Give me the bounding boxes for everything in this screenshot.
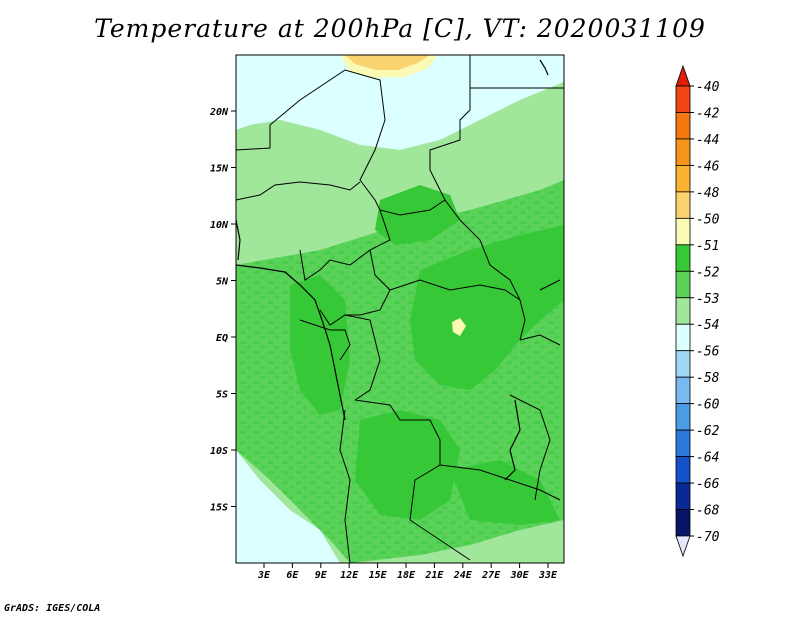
- colorbar-label: -70: [696, 530, 720, 545]
- shade-dark-green-west: [290, 275, 350, 415]
- colorbar-swatch: [675, 376, 691, 405]
- shade-minus-50-north: [345, 55, 430, 70]
- colorbar-swatch: [675, 456, 691, 484]
- shade-minus-51-north: [340, 55, 438, 78]
- colorbar-swatch: [675, 165, 691, 193]
- lon-label: 3E: [257, 570, 271, 581]
- colorbar-swatch: [675, 270, 691, 299]
- lat-label: 15S: [210, 503, 228, 514]
- lon-label: 9E: [315, 570, 328, 581]
- colorbar-swatch: [675, 323, 691, 352]
- colorbar-label: -44: [696, 133, 719, 148]
- colorbar-label: -40: [696, 80, 720, 95]
- lon-label: 15E: [369, 570, 388, 581]
- lat-label: 10S: [210, 446, 228, 457]
- lat-label: 20N: [209, 107, 229, 118]
- colorbar-label: -54: [696, 318, 719, 333]
- lon-label: 6E: [286, 570, 299, 581]
- colorbar-swatch: [675, 403, 691, 431]
- colorbar-swatch: [675, 297, 691, 325]
- shade-minus-51-central: [452, 318, 466, 336]
- shade-minus-54-southwest: [236, 450, 340, 563]
- temperature-field: [236, 55, 564, 563]
- lat-label: 5N: [216, 277, 229, 288]
- colorbar-swatch: [675, 191, 691, 219]
- lat-label: 15N: [210, 164, 229, 175]
- colorbar-top-triangle: [675, 64, 691, 87]
- colorbar-label: -46: [696, 159, 720, 174]
- lat-label: 10N: [210, 220, 229, 231]
- map-frame: [235, 54, 565, 564]
- colorbar-label: -42: [696, 106, 720, 121]
- lat-label: EQ: [216, 333, 228, 344]
- lon-label: 33E: [538, 570, 558, 581]
- lon-label: 30E: [510, 570, 530, 581]
- footer-credit: GrADS: IGES/COLA: [4, 603, 101, 614]
- colorbar-label: -68: [696, 504, 720, 519]
- colorbar-swatch: [675, 217, 691, 246]
- colorbar-label: -50: [696, 212, 720, 227]
- coastline: [236, 59, 549, 481]
- lat-label: 5S: [216, 390, 228, 401]
- shade-dark-green-east: [410, 225, 564, 390]
- colorbar-label: -51: [696, 239, 719, 254]
- colorbar: -40 -42 -44 -46 -48 -50 -51 -52 -53 -54 -56 -58 -60 -…: [675, 64, 720, 558]
- lon-label: 21E: [424, 570, 444, 581]
- lon-label: 18E: [397, 570, 416, 581]
- colorbar-bottom-triangle: [675, 535, 691, 558]
- shade-dark-green-north: [375, 185, 460, 245]
- colorbar-swatch: [675, 85, 691, 113]
- shade-dark-green-south: [355, 410, 460, 520]
- shade-minus-54-north: [236, 55, 564, 150]
- colorbar-swatch: [675, 350, 691, 378]
- colorbar-label: -64: [696, 451, 719, 466]
- colorbar-label: -60: [696, 398, 720, 413]
- lon-label: 24E: [453, 570, 473, 581]
- colorbar-swatch: [675, 244, 691, 272]
- lon-label: 27E: [481, 570, 501, 581]
- colorbar-label: -53: [696, 292, 719, 307]
- colorbar-label: -58: [696, 371, 720, 386]
- latitude-axis: 20N 15N 10N 5N EQ 5S 10S 15S: [209, 107, 236, 514]
- longitude-axis: 3E 6E 9E 12E 15E 18E 21E 24E 27E 30E 33E: [257, 563, 558, 581]
- colorbar-label: -48: [696, 186, 720, 201]
- lon-label: 12E: [340, 570, 359, 581]
- colorbar-swatch: [675, 429, 691, 457]
- colorbar-label: -66: [696, 477, 720, 492]
- shade-dark-green-southeast: [450, 460, 560, 525]
- colorbar-label: -52: [696, 265, 720, 280]
- colorbar-swatch: [675, 112, 691, 140]
- colorbar-label: -56: [696, 345, 720, 360]
- colorbar-label: -62: [696, 424, 720, 439]
- colorbar-swatch: [675, 482, 691, 510]
- colorbar-swatch: [675, 509, 691, 537]
- colorbar-swatch: [675, 138, 691, 166]
- country-boundaries: [236, 55, 564, 563]
- map-title: Temperature at 200hPa [C], VT: 202003110…: [94, 14, 706, 43]
